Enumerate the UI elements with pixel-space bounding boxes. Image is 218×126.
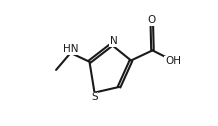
Text: HN: HN <box>63 44 78 54</box>
Text: N: N <box>110 36 118 46</box>
Text: S: S <box>91 92 98 102</box>
Text: O: O <box>148 15 156 25</box>
Text: OH: OH <box>165 56 181 67</box>
